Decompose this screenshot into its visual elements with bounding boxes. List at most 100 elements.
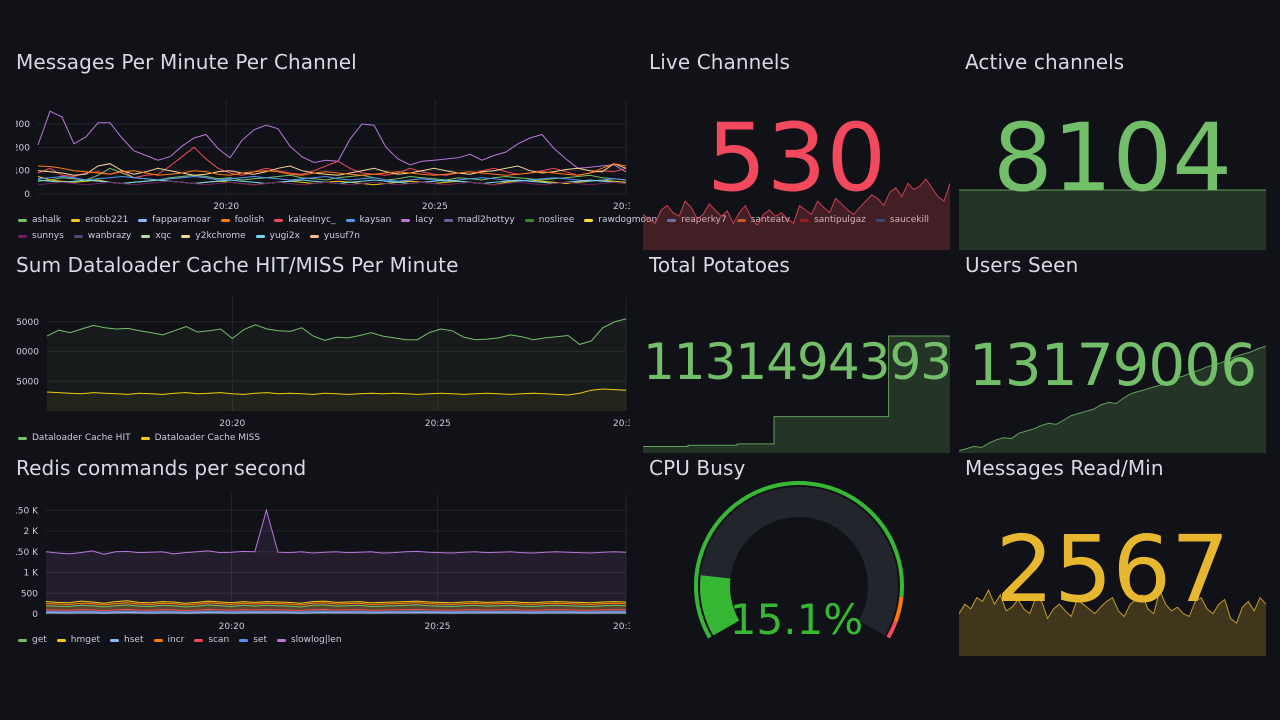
legend-item[interactable]: scan — [194, 635, 229, 645]
legend-item[interactable]: madl2hottyy — [443, 215, 515, 225]
series-line — [46, 318, 627, 345]
legend-label: saucekill — [889, 215, 929, 225]
legend-item[interactable]: kaysan — [345, 215, 391, 225]
legend-swatch — [584, 218, 594, 222]
legend-swatch — [141, 234, 151, 238]
dataloader-cache-panel[interactable]: Sum Dataloader Cache HIT/MISS Per Minute… — [16, 253, 636, 448]
panel-title: Users Seen — [965, 253, 1079, 277]
legend-label: ashalk — [32, 215, 62, 225]
legend-row: Dataloader Cache HIT Dataloader Cache MIS… — [18, 430, 618, 446]
y-tick-label: 10000 — [16, 348, 39, 358]
series-line — [45, 608, 627, 612]
series-line — [37, 175, 627, 182]
legend-swatch — [736, 218, 746, 222]
panel-title: Redis commands per second — [16, 456, 307, 480]
legend-swatch — [56, 638, 66, 642]
x-tick-label: 20:25 — [425, 419, 451, 427]
legend-item[interactable]: yusuf7n — [309, 231, 360, 241]
legend-item[interactable]: slowlog|len — [276, 635, 342, 645]
legend-label: set — [253, 635, 267, 645]
legend-item[interactable]: hmget — [56, 635, 101, 645]
legend-item[interactable]: hset — [110, 635, 144, 645]
sparkline-area — [643, 178, 950, 250]
legend-label: yusuf7n — [323, 231, 360, 241]
legend-label: wanbrazy — [87, 231, 132, 241]
legend-item[interactable]: wanbrazy — [73, 231, 132, 241]
live-channels-value: 530 — [706, 104, 887, 213]
series-area — [47, 318, 626, 411]
series-line — [46, 388, 627, 396]
legend-item[interactable]: sunnys — [18, 231, 64, 241]
cpu-busy-value: 15.1% — [729, 595, 864, 644]
x-tick-label: 20:25 — [422, 202, 448, 212]
messages-per-minute-panel[interactable]: Messages Per Minute Per Channel 0 100 200 3… — [16, 50, 929, 245]
series-line — [45, 602, 627, 606]
live-channels-panel[interactable]: Live Channels 530 — [643, 50, 950, 250]
legend-item[interactable]: lacy — [401, 215, 434, 225]
legend-label: madl2hottyy — [457, 215, 515, 225]
legend-swatch — [800, 218, 810, 222]
legend-item[interactable]: set — [239, 635, 267, 645]
legend-item[interactable]: rawdogmoon — [584, 215, 657, 225]
messages-read-value: 2567 — [995, 516, 1230, 623]
legend-label: fapparamoar — [152, 215, 211, 225]
cpu-busy-panel[interactable]: CPU Busy 15.1% — [643, 456, 950, 656]
legend-item[interactable]: get — [18, 635, 47, 645]
legend-item[interactable]: yugi2x — [255, 231, 300, 241]
legend-label: Dataloader Cache HIT — [32, 433, 131, 443]
messages-chart[interactable]: 0 100 200 300 20:20 20:25 20:30 — [16, 88, 630, 228]
legend-item[interactable]: erobb221 — [71, 215, 128, 225]
active-channels-panel[interactable]: Active channels 8104 — [959, 50, 1266, 250]
legend-item[interactable]: santipulgaz — [800, 215, 866, 225]
legend-item[interactable]: xqc — [141, 231, 171, 241]
legend-label: slowlog|len — [290, 635, 342, 645]
series-area — [47, 389, 626, 411]
legend-row: get hmget hset incr scan set slowlog|len — [18, 632, 618, 648]
legend-swatch — [401, 218, 411, 222]
legend-row: ashalk erobb221 fapparamoar foolish kaleeIny… — [18, 212, 929, 228]
y-tick-label: 300 — [16, 120, 30, 130]
legend-swatch — [276, 638, 286, 642]
legend-item[interactable]: incr — [153, 635, 185, 645]
legend-item[interactable]: santeatv — [736, 215, 790, 225]
legend-item[interactable]: Dataloader Cache MISS — [140, 433, 260, 443]
series-line — [45, 604, 627, 608]
dataloader-chart[interactable]: 5000 10000 15000 20:20 20:25 20:30 — [16, 287, 630, 427]
redis-chart[interactable]: 0 500 1 K 1.50 K 2 K 2.50 K 20:20 20:25 20:30 — [16, 494, 630, 634]
y-tick-label: 2 K — [24, 527, 40, 537]
redis-commands-panel[interactable]: Redis commands per second 0 500 1 K 1.50 K 2… — [16, 456, 636, 656]
legend-item[interactable]: y2kchrome — [181, 231, 246, 241]
sparkline-area — [959, 590, 1266, 656]
legend-label: xqc — [155, 231, 172, 241]
x-tick-label: 20:20 — [219, 622, 245, 632]
y-tick-label: 2.50 K — [16, 506, 39, 516]
panel-title: Active channels — [965, 50, 1125, 74]
legend-item[interactable]: reaperky7 — [667, 215, 727, 225]
users-seen-panel[interactable]: Users Seen 13179006 — [959, 253, 1266, 453]
legend-label: hmget — [70, 635, 101, 645]
gauge-value — [700, 575, 740, 636]
legend-item[interactable]: foolish — [220, 215, 264, 225]
legend-item[interactable]: saucekill — [875, 215, 929, 225]
legend-label: y2kchrome — [195, 231, 246, 241]
chart-legend: Dataloader Cache HIT Dataloader Cache MIS… — [18, 430, 618, 446]
legend-label: yugi2x — [269, 231, 300, 241]
total-potatoes-sparkline — [643, 335, 950, 453]
legend-item[interactable]: nosliree — [524, 215, 574, 225]
legend-label: incr — [167, 635, 185, 645]
series-line — [37, 163, 627, 176]
messages-read-sparkline — [959, 588, 1266, 656]
legend-item[interactable]: fapparamoar — [138, 215, 211, 225]
legend-item[interactable]: kaleeInyc_ — [274, 215, 336, 225]
legend-swatch — [220, 218, 230, 222]
series-line — [37, 110, 627, 173]
messages-read-panel[interactable]: Messages Read/Min 2567 — [959, 456, 1266, 656]
legend-item[interactable]: ashalk — [18, 215, 61, 225]
series-line — [45, 508, 627, 555]
live-channels-sparkline — [643, 178, 950, 250]
series-line — [37, 163, 627, 176]
legend-swatch — [309, 234, 319, 238]
total-potatoes-panel[interactable]: Total Potatoes 1131494393 — [643, 253, 952, 453]
sparkline-area — [959, 346, 1266, 453]
legend-item[interactable]: Dataloader Cache HIT — [18, 433, 131, 443]
